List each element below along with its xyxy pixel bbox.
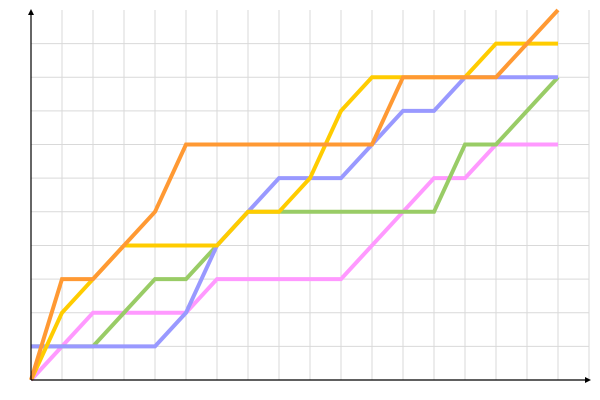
series-group	[29, 8, 560, 382]
x-axis-arrow	[585, 377, 591, 383]
series-line-2	[31, 75, 560, 349]
axes	[28, 9, 591, 383]
series-line-5	[29, 8, 560, 381]
series-line-1	[29, 142, 558, 382]
y-axis-arrow	[28, 9, 34, 15]
